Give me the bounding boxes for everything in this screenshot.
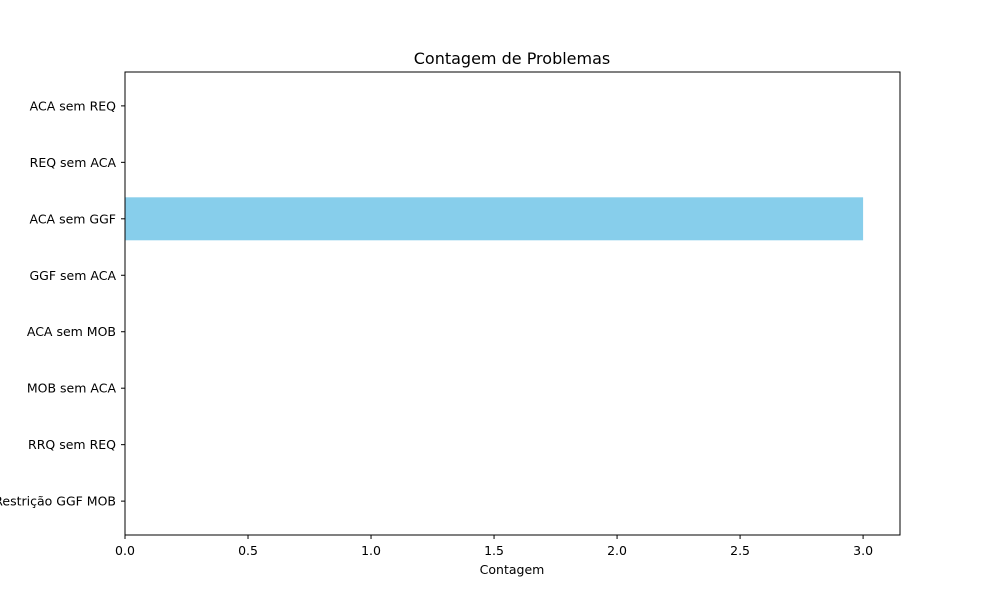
bars-group [125,197,864,241]
x-tick-label-2: 1.0 [361,543,381,558]
x-tick-label-3: 1.5 [484,543,504,558]
y-tick-label-3: GGF sem ACA [30,268,117,283]
y-tick-label-6: RRQ sem REQ [28,437,116,452]
x-axis-label: Contagem [480,562,545,577]
x-tick-label-0: 0.0 [115,543,135,558]
x-tick-label-1: 0.5 [238,543,258,558]
y-tick-label-5: MOB sem ACA [27,381,117,396]
y-tick-label-2: ACA sem GGF [30,211,117,226]
y-tick-label-7: Restrição GGF MOB [0,494,116,509]
x-tick-label-5: 2.5 [730,543,750,558]
x-tick-label-6: 3.0 [853,543,873,558]
y-tick-label-1: REQ sem ACA [30,155,117,170]
y-tick-label-0: ACA sem REQ [30,98,117,113]
plot-frame [124,71,901,536]
y-axis: ACA sem REQ REQ sem ACA ACA sem GGF GGF sem… [0,98,125,509]
chart-title: Contagem de Problemas [414,49,611,68]
x-tick-label-4: 2.0 [607,543,627,558]
x-axis: 0.0 0.5 1.0 1.5 2.0 2.5 3.0 [115,535,873,558]
y-tick-label-4: ACA sem MOB [27,324,116,339]
bar-2 [125,197,864,241]
